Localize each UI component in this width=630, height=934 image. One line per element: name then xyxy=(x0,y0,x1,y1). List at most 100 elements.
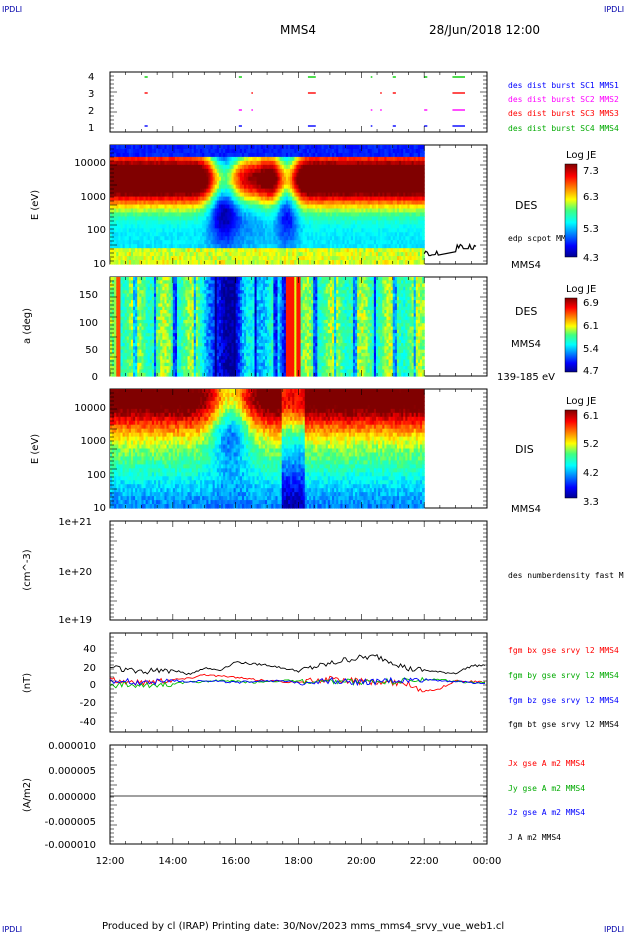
des-energy-cell xyxy=(279,172,283,178)
des-energy-cell xyxy=(313,236,316,241)
des-energy-cell xyxy=(208,236,212,241)
des-energy-cell xyxy=(369,240,373,245)
des-energy-cell xyxy=(390,172,394,178)
des-pitch-cell xyxy=(120,326,124,331)
des-energy-cell xyxy=(221,252,224,257)
des-energy-cell xyxy=(338,204,341,210)
des-energy-cell xyxy=(172,204,176,210)
des-energy-cell xyxy=(122,204,126,210)
des-energy-cell xyxy=(281,176,285,182)
des-pitch-cell xyxy=(124,303,128,308)
des-energy-cell xyxy=(311,192,314,198)
des-energy-cell xyxy=(116,240,119,245)
des-energy-cell xyxy=(160,164,163,170)
des-energy-cell xyxy=(338,212,341,217)
des-energy-cell xyxy=(419,176,423,182)
des-energy-cell xyxy=(133,256,136,261)
des-energy-cell xyxy=(411,172,415,178)
des-energy-cell xyxy=(277,260,281,265)
des-energy-cell xyxy=(112,148,115,154)
des-energy-cell xyxy=(338,192,341,198)
des-energy-cell xyxy=(227,216,230,221)
des-energy-cell xyxy=(344,188,348,194)
des-energy-cell xyxy=(382,252,385,257)
des-energy-cell xyxy=(164,156,168,162)
des-pitch-cell xyxy=(139,296,143,301)
des-pitch-cell xyxy=(114,283,117,288)
des-energy-cell xyxy=(162,252,166,257)
des-pitch-cell xyxy=(110,366,113,370)
des-energy-cell xyxy=(141,260,145,265)
des-energy-cell xyxy=(120,228,124,233)
des-energy-cell xyxy=(407,148,411,154)
des-energy-cell xyxy=(116,188,119,194)
des-energy-cell xyxy=(139,252,143,257)
des-energy-cell xyxy=(308,216,312,221)
des-energy-cell xyxy=(156,180,159,186)
des-energy-cell xyxy=(126,208,130,214)
des-energy-cell xyxy=(352,200,356,206)
des-energy-cell xyxy=(233,220,237,225)
des-energy-cell xyxy=(340,232,344,237)
des-energy-cell xyxy=(174,176,178,182)
des-energy-cell xyxy=(160,244,163,249)
des-energy-cell xyxy=(350,145,354,150)
des-energy-cell xyxy=(206,232,210,237)
des-energy-cell xyxy=(348,164,352,170)
des-energy-cell xyxy=(135,172,138,178)
des-energy-cell xyxy=(338,196,341,202)
des-energy-cell xyxy=(252,180,256,186)
des-pitch-cell xyxy=(122,343,126,347)
des-energy-cell xyxy=(177,176,180,182)
des-energy-cell xyxy=(342,160,346,166)
des-energy-cell xyxy=(137,216,140,221)
des-energy-cell xyxy=(401,180,404,186)
des-energy-cell xyxy=(179,212,182,217)
des-energy-cell xyxy=(308,160,312,166)
des-energy-cell xyxy=(346,212,350,217)
des-energy-cell xyxy=(405,200,409,206)
des-energy-cell xyxy=(365,184,369,190)
des-energy-cell xyxy=(258,180,262,186)
des-energy-cell xyxy=(204,220,207,225)
des-energy-cell xyxy=(147,248,151,253)
des-pitch-cell xyxy=(128,306,132,311)
des-energy-cell xyxy=(304,188,308,194)
des-energy-cell xyxy=(390,200,394,206)
des-energy-cell xyxy=(319,152,323,158)
des-energy-cell xyxy=(373,252,377,257)
des-energy-cell xyxy=(221,228,224,233)
des-energy-cell xyxy=(225,192,228,198)
des-energy-cell xyxy=(151,204,155,210)
des-energy-cell xyxy=(183,172,186,178)
des-energy-cell xyxy=(137,180,140,186)
des-energy-cell xyxy=(133,180,136,186)
des-energy-cell xyxy=(329,172,333,178)
des-energy-cell xyxy=(235,256,239,261)
des-energy-cell xyxy=(407,164,411,170)
des-energy-cell xyxy=(382,228,385,233)
des-energy-cell xyxy=(147,180,151,186)
des-energy-cell xyxy=(332,148,335,154)
des-energy-cell xyxy=(323,212,327,217)
des-energy-cell xyxy=(118,260,122,265)
des-energy-cell xyxy=(241,228,245,233)
des-energy-cell xyxy=(231,228,235,233)
des-energy-cell xyxy=(223,148,226,154)
des-energy-cell xyxy=(262,248,266,253)
des-energy-cell xyxy=(168,256,172,261)
des-energy-cell xyxy=(110,148,113,154)
des-pitch-cell xyxy=(130,349,134,354)
des-energy-cell xyxy=(145,188,149,194)
des-energy-cell xyxy=(231,220,235,225)
des-energy-cell xyxy=(375,212,379,217)
des-energy-cell xyxy=(216,256,220,261)
des-energy-cell xyxy=(227,164,230,170)
des-energy-cell xyxy=(166,256,170,261)
des-energy-cell xyxy=(411,196,415,202)
des-energy-cell xyxy=(214,164,218,170)
des-energy-cell xyxy=(394,196,398,202)
des-energy-cell xyxy=(210,184,214,190)
des-energy-cell xyxy=(118,176,122,182)
des-energy-cell xyxy=(325,168,329,174)
